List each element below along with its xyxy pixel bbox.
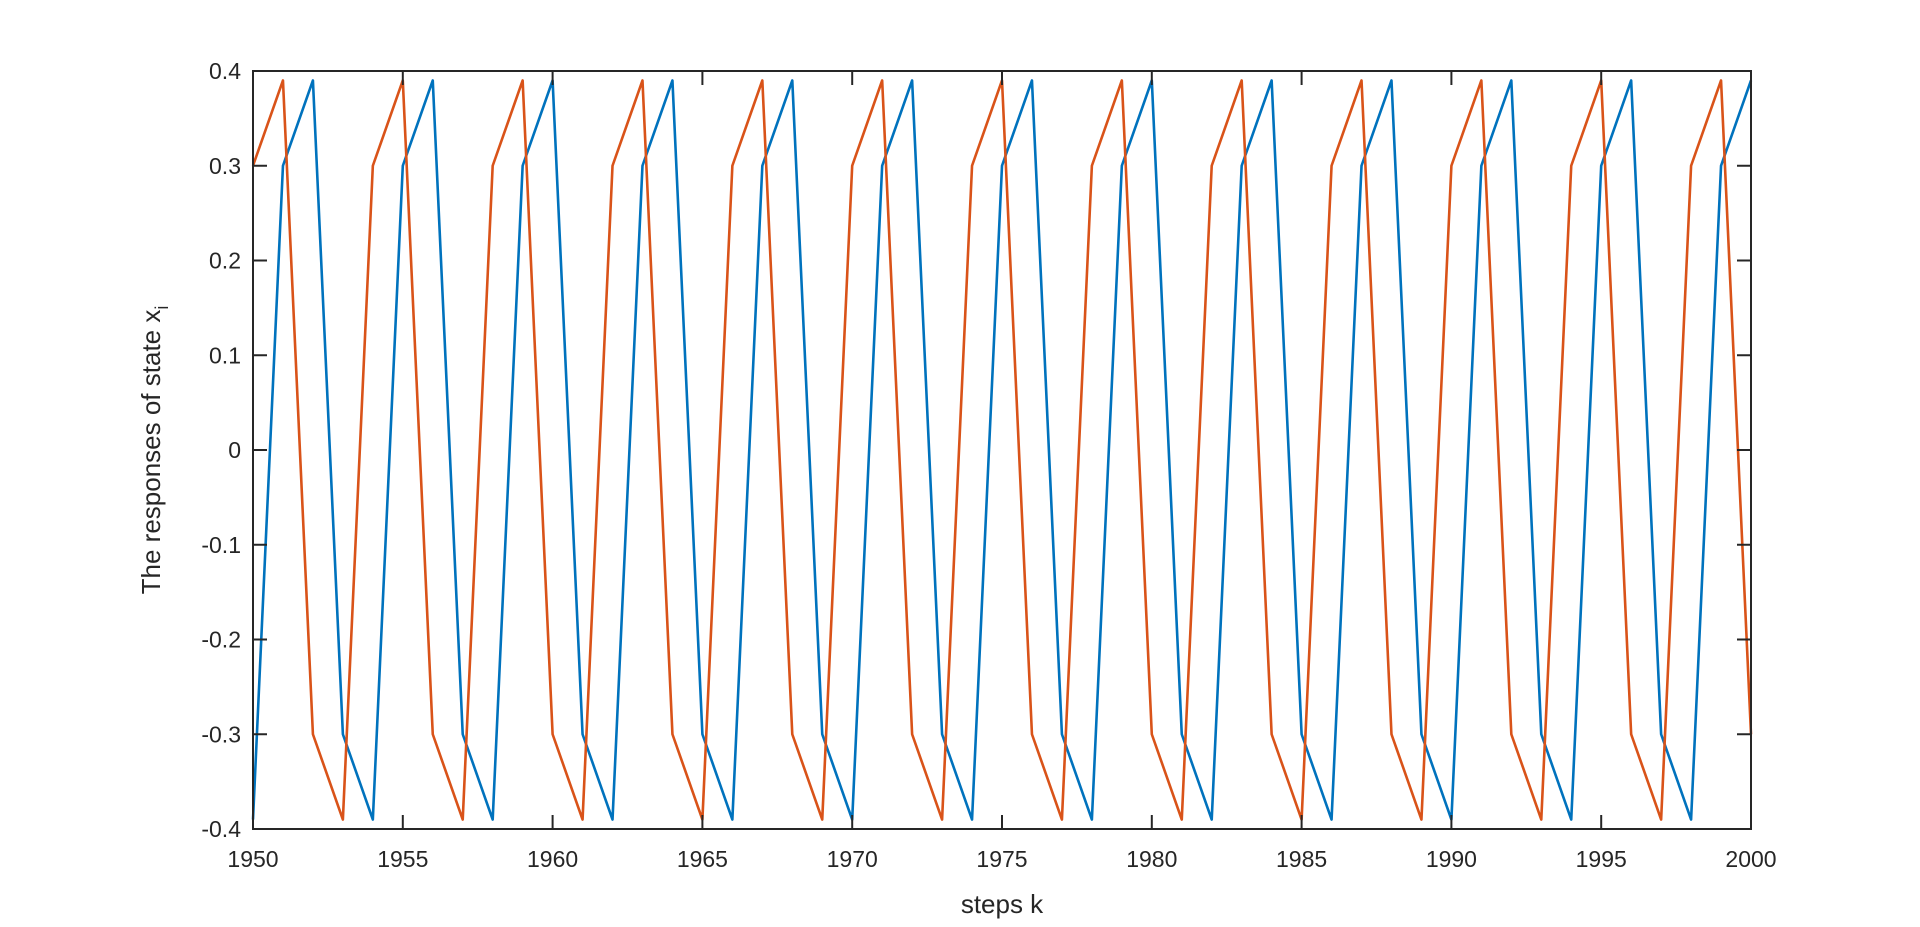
y-tick-label: -0.2 [201,627,241,653]
x-tick-label: 1995 [1576,846,1627,872]
x-tick-label: 1980 [1126,846,1177,872]
x-tick-label: 1950 [227,846,278,872]
y-axis-label-subscript: i [152,306,172,310]
y-tick-label: -0.1 [201,532,241,558]
y-tick-label: 0.2 [209,248,241,274]
y-axis-label-main: The responses of state x [136,310,166,595]
y-tick-label: 0 [228,437,241,463]
x-tick-label: 1975 [976,846,1027,872]
y-tick-label: 0.3 [209,153,241,179]
x-tick-label: 1965 [677,846,728,872]
series-line-1 [251,79,1753,821]
tick-layer: 1950 1955 1960 1965 1970 1975 1980 1985 1990 1995… [201,58,1776,872]
y-tick-label: 0.4 [209,58,241,84]
x-tick-label: 2000 [1725,846,1776,872]
x-tick-label: 1970 [827,846,878,872]
x-tick-label: 1990 [1426,846,1477,872]
x-tick-label: 1960 [527,846,578,872]
y-tick-label: -0.4 [201,816,241,842]
y-tick-label: 0.1 [209,342,241,368]
x-axis-label: steps k [961,889,1044,919]
x-tick-label: 1985 [1276,846,1327,872]
plot-area: 1950 1955 1960 1965 1970 1975 1980 1985 1990 1995… [136,58,1777,919]
x-tick-label: 1955 [377,846,428,872]
label-layer: steps k The responses of state xi [136,306,1044,919]
y-axis-label: The responses of state xi [136,306,172,595]
y-tick-label: -0.3 [201,721,241,747]
